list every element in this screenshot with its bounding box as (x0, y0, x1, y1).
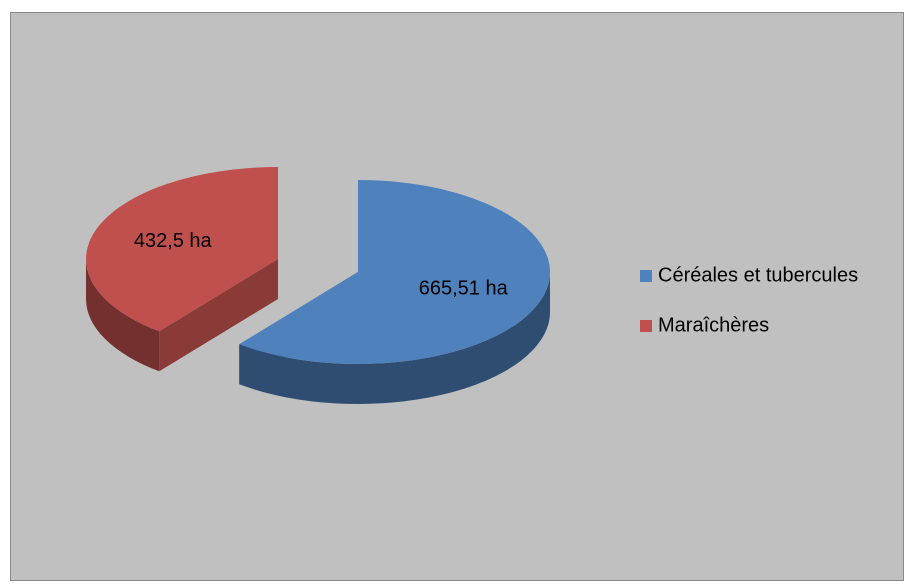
slice-wall (239, 272, 551, 404)
slice (85, 167, 279, 332)
slice (239, 180, 551, 364)
data-label: 665,51 ha (419, 278, 509, 300)
legend-label: Maraîchères (658, 314, 769, 336)
legend-label: Céréales et tubercules (658, 264, 858, 286)
slice-side (159, 259, 278, 372)
legend-swatch (640, 320, 652, 332)
slice-wall (86, 259, 160, 372)
legend-swatch (640, 270, 652, 282)
data-label: 432,5 ha (134, 230, 213, 252)
